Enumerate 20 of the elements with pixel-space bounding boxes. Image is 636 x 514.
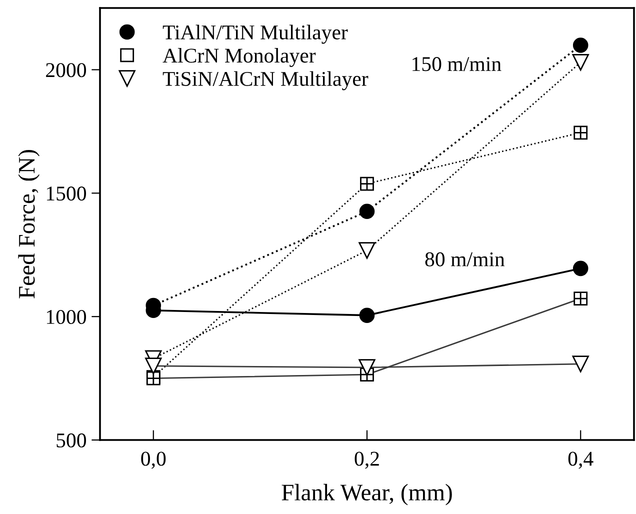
point [359, 308, 375, 323]
x-tick-label: 0,2 [354, 452, 379, 469]
x-axis-title: Flank Wear, (mm) [282, 484, 452, 506]
legend-label: TiAlN/TiN Multilayer [162, 24, 348, 44]
y-tick-label: 1500 [46, 186, 86, 201]
point [359, 204, 375, 220]
legend-label: TiSiN/AlCrN Multilayer [162, 71, 368, 90]
x-tick-label: 0,4 [568, 452, 594, 469]
annotation: 80 m/min [425, 252, 505, 266]
y-tick-label: 500 [56, 433, 86, 448]
y-axis-title: Feed Force, (N) [18, 150, 40, 298]
y-tick-label: 1000 [46, 310, 86, 324]
legend-label: AlCrN Monolayer [162, 48, 316, 67]
point [572, 54, 589, 71]
point [572, 260, 588, 276]
annotation: 150 m/min [412, 57, 502, 72]
x-tick-label: 0,0 [141, 452, 166, 469]
y-tick-label: 2000 [46, 63, 86, 78]
point [358, 242, 376, 259]
point [572, 38, 588, 53]
